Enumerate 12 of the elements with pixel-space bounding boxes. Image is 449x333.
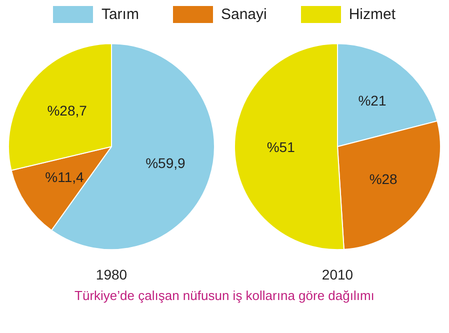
text: 2010 (322, 266, 354, 282)
legend-label: Sanayi (220, 6, 267, 22)
data-label: %59,9 (146, 154, 186, 171)
text: 1980 (96, 266, 128, 282)
text: Türkiye’de çalışan nüfusun iş kollarına göre dağılımı (74, 288, 376, 303)
data-label: %21 (358, 92, 386, 109)
data-label: %51 (266, 139, 296, 156)
data-label: %28 (369, 170, 398, 187)
legend-label: Hizmet (348, 6, 396, 22)
data-label: %28,7 (47, 102, 88, 118)
legend-label: Tarım (101, 6, 139, 22)
data-label: %11,4 (45, 169, 84, 186)
